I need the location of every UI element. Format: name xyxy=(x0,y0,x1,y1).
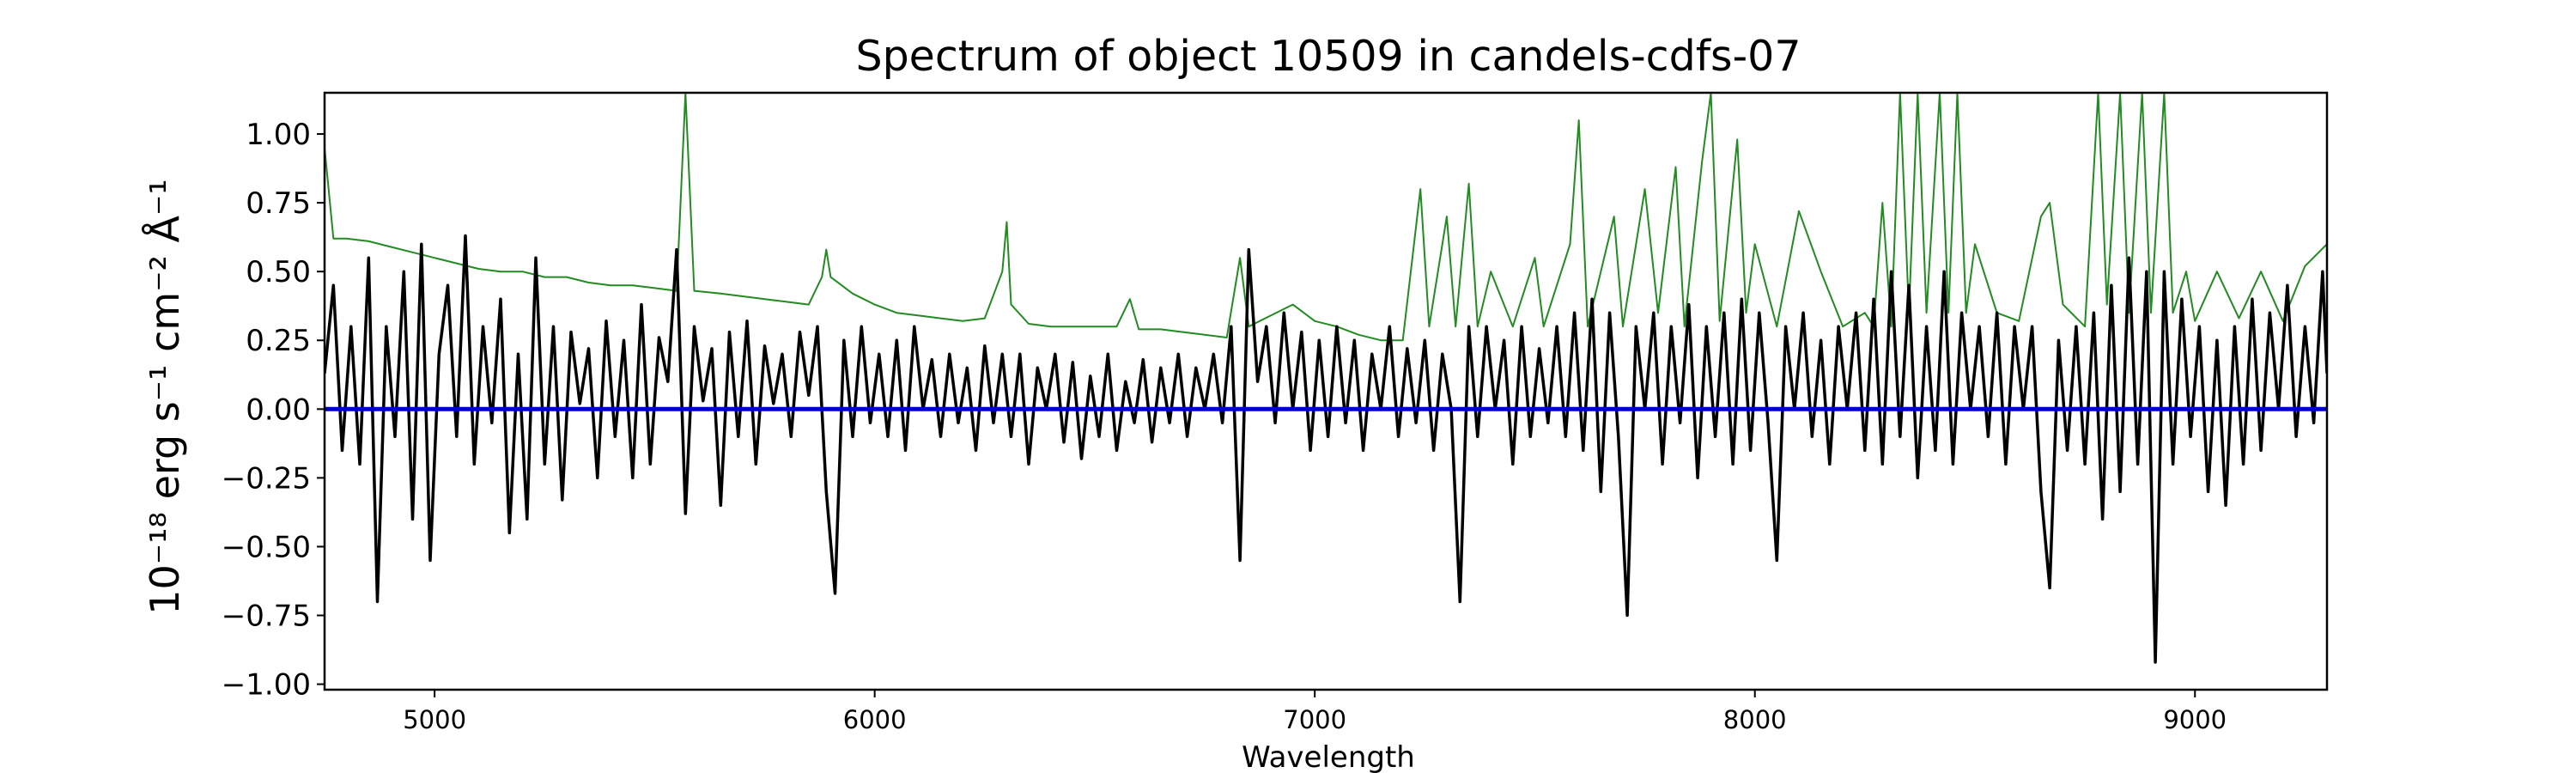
y-tick-label: −1.00 xyxy=(222,668,311,703)
plot-frame xyxy=(323,91,2329,691)
x-axis-label: Wavelength xyxy=(1242,740,1415,773)
chart-title: Spectrum of object 10509 in candels-cdfs… xyxy=(855,32,1801,81)
x-tick-label: 5000 xyxy=(403,705,466,734)
x-axis: 5000 6000 7000 8000 9000 xyxy=(403,690,2227,734)
series-line-0 xyxy=(325,93,2327,342)
plot-area: 1.00 0.75 0.50 0.25 0.00 −0.25 −0.50 −0.75 −1.00… xyxy=(222,91,2329,734)
y-tick-label: 0.50 xyxy=(246,255,311,289)
y-axis: 1.00 0.75 0.50 0.25 0.00 −0.25 −0.50 −0.75 −1.00 xyxy=(222,118,325,703)
y-tick-label: 1.00 xyxy=(246,118,311,152)
x-tick-label: 7000 xyxy=(1283,705,1346,734)
y-tick-label: −0.75 xyxy=(222,600,311,634)
x-tick-label: 6000 xyxy=(843,705,907,734)
y-tick-label: −0.50 xyxy=(222,530,311,564)
y-tick-label: −0.25 xyxy=(222,461,311,496)
y-tick-label: 0.75 xyxy=(246,186,311,221)
x-tick-label: 8000 xyxy=(1723,705,1787,734)
y-tick-label: 0.25 xyxy=(246,324,311,358)
y-tick-label: 0.00 xyxy=(246,393,311,427)
series-layer xyxy=(325,93,2327,664)
y-axis-label: 10⁻¹⁸ erg s⁻¹ cm⁻² Å⁻¹ xyxy=(142,179,188,614)
x-tick-label: 9000 xyxy=(2163,705,2227,734)
series-line-1 xyxy=(325,234,2327,664)
